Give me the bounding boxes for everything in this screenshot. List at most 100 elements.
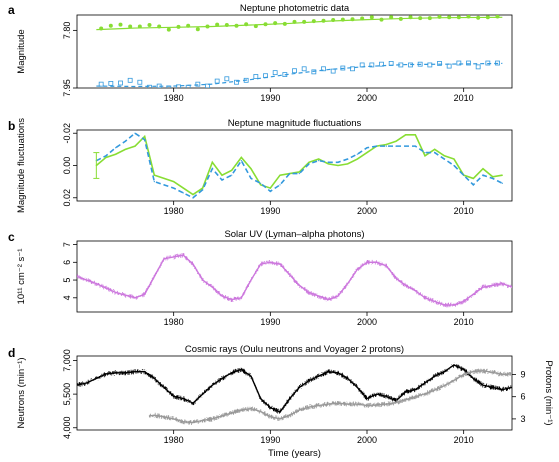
data-point: [192, 197, 194, 199]
x-tick-label: 2000: [357, 206, 377, 216]
y-tick-label: 4: [62, 295, 72, 300]
x-tick-label: 2000: [357, 93, 377, 103]
data-point: [417, 61, 423, 67]
data-point: [288, 397, 291, 400]
data-point: [192, 421, 194, 424]
data-point: [172, 418, 175, 420]
data-point: [453, 364, 455, 366]
data-point: [108, 23, 113, 28]
data-point: [462, 373, 465, 376]
data-point: [230, 372, 233, 374]
data-point: [250, 375, 252, 377]
data-point: [446, 63, 452, 69]
data-point: [279, 411, 281, 413]
plot-frame: [76, 240, 513, 313]
data-point: [456, 15, 461, 20]
data-point: [427, 62, 433, 68]
data-point: [308, 163, 310, 165]
data-point: [240, 156, 242, 159]
data-point: [182, 187, 184, 189]
data-point: [443, 155, 445, 157]
data-point: [356, 153, 358, 155]
data-point: [388, 61, 394, 66]
data-point: [395, 140, 397, 142]
data-point: [472, 370, 475, 373]
data-point: [298, 172, 300, 175]
x-tick-label: 1980: [164, 317, 184, 327]
data-point: [395, 145, 397, 147]
data-point: [414, 134, 416, 136]
data-point: [418, 16, 423, 21]
data-point: [308, 379, 310, 382]
data-point: [118, 22, 123, 27]
plot-area: [77, 362, 512, 425]
data-point: [414, 396, 417, 398]
data-point: [424, 155, 426, 157]
data-point: [366, 397, 368, 400]
data-point: [472, 293, 475, 295]
data-point: [379, 17, 384, 22]
data-point: [495, 60, 500, 66]
plot-frame: [76, 129, 513, 202]
data-point: [485, 15, 490, 20]
data-point: [231, 174, 233, 176]
x-tick-label: 1990: [260, 206, 280, 216]
data-point: [231, 169, 233, 171]
data-point: [308, 406, 310, 408]
data-point: [163, 184, 165, 186]
data-point: [511, 286, 512, 288]
data-point: [302, 19, 307, 24]
data-point: [95, 377, 98, 380]
data-point: [176, 84, 181, 88]
data-point: [437, 15, 442, 19]
data-point: [501, 182, 503, 184]
data-point: [492, 176, 494, 178]
data-point: [443, 158, 445, 160]
data-point: [472, 184, 474, 186]
plot-area: [93, 132, 503, 199]
data-point: [144, 139, 146, 141]
data-point: [491, 371, 494, 373]
y-tick-label: 4,000: [62, 416, 72, 439]
data-point: [269, 406, 272, 409]
data-point: [153, 181, 155, 183]
data-point: [272, 70, 278, 76]
data-point: [250, 279, 252, 281]
data-point: [240, 297, 243, 299]
data-point: [414, 388, 417, 391]
data-point: [433, 375, 436, 377]
data-point: [260, 184, 262, 186]
series-line: [77, 364, 512, 413]
data-point: [215, 22, 220, 27]
y-tick-label: 7.95: [62, 79, 72, 97]
x-tick-label: 1990: [260, 435, 280, 445]
data-point: [230, 412, 233, 414]
panel-title: Neptune magnitude fluctuations: [228, 118, 362, 129]
data-point: [308, 161, 310, 163]
data-point: [360, 16, 365, 21]
data-point: [443, 304, 446, 306]
data-point: [205, 24, 210, 29]
data-point: [105, 155, 107, 157]
data-point: [491, 284, 494, 287]
data-point: [230, 298, 233, 301]
dense-series-texture: [149, 368, 512, 425]
data-point: [224, 22, 229, 27]
plot-area: [96, 15, 503, 88]
data-point: [182, 397, 185, 400]
data-point: [250, 168, 252, 170]
data-point: [289, 172, 291, 175]
data-point: [273, 21, 278, 26]
y-tick-label-right: 6: [520, 392, 525, 402]
x-tick-label: 2000: [357, 435, 377, 445]
data-point: [375, 261, 378, 263]
data-point: [414, 290, 417, 292]
data-point: [124, 140, 126, 142]
data-point: [385, 395, 388, 398]
data-point: [346, 377, 349, 380]
y-tick-label: 6: [62, 260, 72, 265]
y-tick-label: 5: [62, 278, 72, 283]
data-point: [398, 16, 403, 21]
data-point: [211, 418, 214, 420]
data-point: [389, 15, 394, 20]
